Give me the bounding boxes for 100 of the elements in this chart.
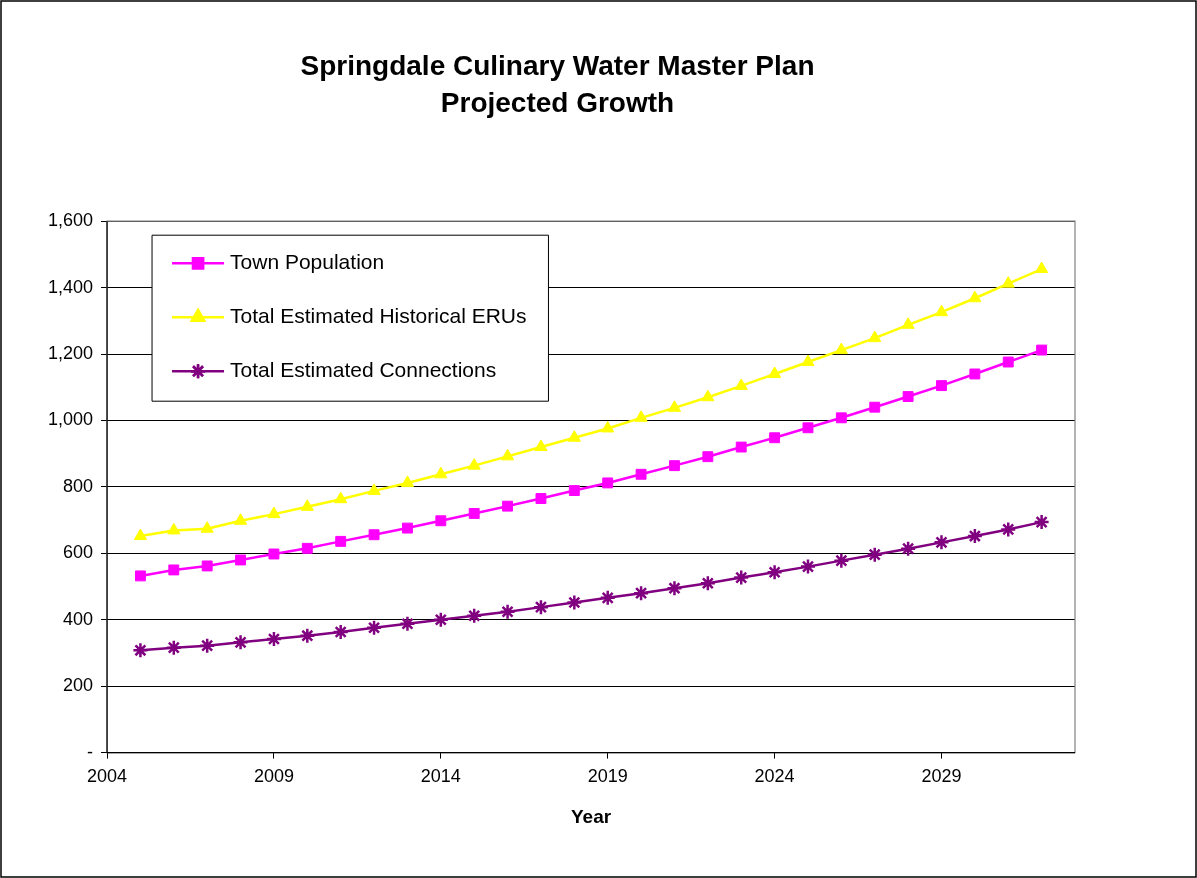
point (635, 468, 647, 480)
legend-label: Total Estimated Connections (230, 358, 497, 381)
point (134, 570, 146, 582)
point (835, 412, 847, 424)
chart-subtitle: Projected Growth (440, 87, 675, 119)
y-tick-label: 800 (63, 475, 94, 496)
legend-label: Town Population (230, 250, 385, 273)
x-tick-label: 2014 (420, 766, 461, 787)
point (1033, 513, 1050, 531)
point (868, 330, 882, 343)
x-tick-label: 2024 (754, 766, 795, 787)
point (632, 584, 650, 602)
point (335, 535, 347, 547)
point (300, 499, 314, 511)
point (165, 639, 183, 656)
point (268, 548, 280, 560)
point (1001, 276, 1015, 288)
point (432, 611, 450, 628)
point (902, 391, 914, 403)
point (535, 493, 547, 504)
point (599, 589, 616, 607)
point (866, 546, 883, 563)
point (666, 579, 683, 597)
point (1002, 356, 1014, 368)
point (966, 527, 984, 545)
point (201, 560, 213, 572)
point (669, 460, 680, 472)
x-tick-label: 2019 (587, 766, 628, 787)
point (734, 378, 748, 390)
point (399, 615, 416, 632)
point (735, 441, 747, 453)
x-tick-label: 2009 (253, 766, 294, 787)
point (969, 368, 981, 380)
point (701, 389, 715, 402)
y-tick-label: 1,200 (48, 343, 94, 364)
point (768, 366, 782, 378)
point (332, 623, 349, 641)
y-tick-label: 1,400 (48, 276, 94, 297)
point (265, 630, 283, 648)
y-tick-label: 400 (63, 608, 94, 629)
point (132, 642, 149, 659)
point (465, 607, 483, 625)
point (601, 420, 615, 433)
x-tick-label: 2004 (87, 766, 128, 787)
point (869, 401, 881, 413)
point (934, 304, 949, 317)
point (667, 400, 682, 412)
point (933, 534, 950, 551)
point (400, 475, 415, 487)
chart-title: Springdale Culinary Water Master Plan (300, 49, 815, 81)
point (133, 528, 147, 541)
y-tick-label: 1,600 (48, 210, 94, 231)
point (334, 491, 348, 504)
point (168, 564, 180, 576)
point (501, 448, 515, 461)
point (499, 603, 516, 621)
point (567, 430, 581, 442)
point (532, 598, 550, 616)
point (267, 506, 281, 519)
point (699, 574, 717, 592)
point (167, 522, 181, 535)
point (602, 477, 614, 489)
point (232, 634, 249, 651)
point (568, 485, 580, 496)
point (200, 521, 214, 533)
point (502, 500, 514, 512)
point (301, 542, 313, 554)
point (901, 317, 915, 329)
point (1036, 344, 1048, 356)
point (233, 513, 248, 525)
point (1035, 261, 1049, 274)
point (634, 410, 648, 422)
point (999, 521, 1017, 538)
point (968, 290, 982, 303)
point (799, 558, 817, 575)
point (801, 354, 815, 367)
point (566, 594, 583, 611)
point (769, 432, 781, 444)
x-tick-label: 2029 (921, 766, 962, 787)
point (936, 380, 947, 392)
point (434, 466, 448, 479)
point (834, 342, 848, 355)
legend-label: Total Estimated Historical ERUs (230, 304, 527, 327)
point (467, 458, 481, 470)
point (198, 637, 216, 654)
point (766, 564, 783, 581)
point (401, 522, 413, 534)
point (899, 540, 917, 557)
point (468, 508, 480, 519)
point (365, 619, 383, 636)
point (367, 483, 381, 495)
point (235, 554, 247, 566)
point (702, 451, 714, 463)
y-tick-label: 1,000 (48, 409, 94, 430)
y-tick-label: 600 (63, 542, 94, 563)
point (534, 439, 548, 452)
y-tick-label: - (87, 741, 94, 762)
x-axis-title: Year (570, 805, 612, 827)
point (368, 529, 380, 541)
point (299, 627, 316, 644)
